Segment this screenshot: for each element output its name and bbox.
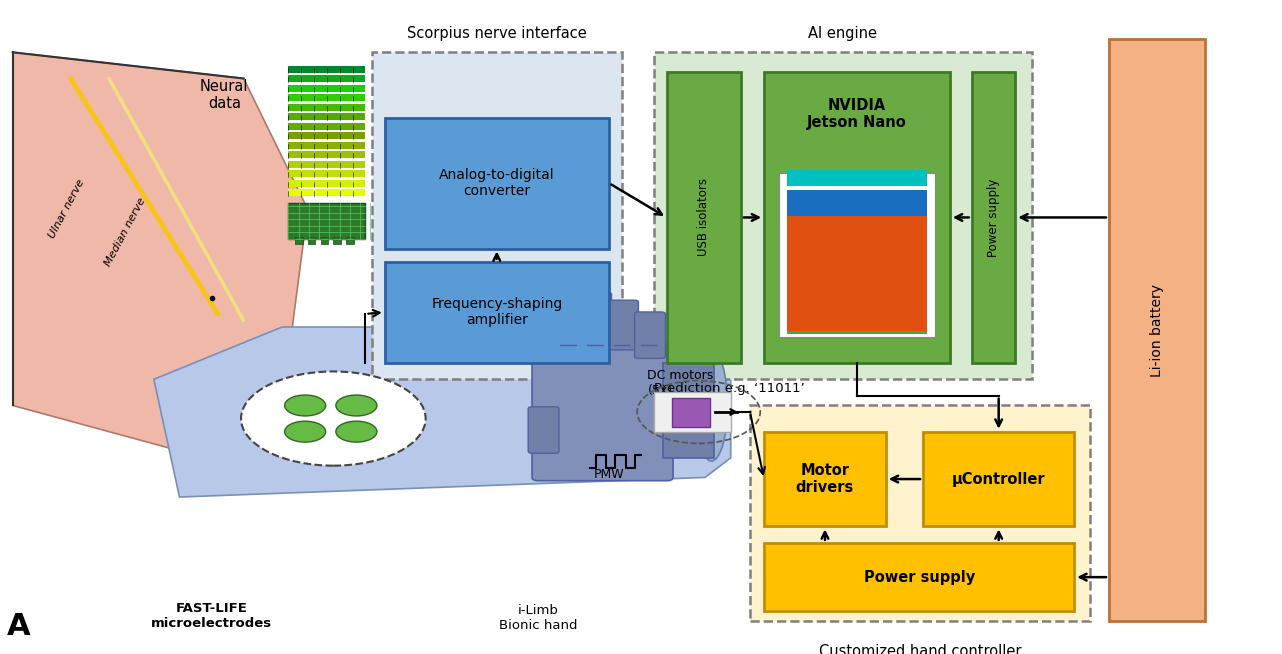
Text: Customized hand controller: Customized hand controller [819,644,1020,654]
FancyBboxPatch shape [779,173,935,337]
Text: Ulnar nerve: Ulnar nerve [47,178,86,241]
Bar [288,189,365,196]
Text: A: A [6,612,29,641]
Bar [288,123,365,129]
FancyBboxPatch shape [672,398,710,427]
Bar [288,85,365,92]
FancyBboxPatch shape [608,300,638,350]
Bar [320,237,328,244]
FancyBboxPatch shape [654,52,1032,379]
FancyBboxPatch shape [972,72,1015,363]
FancyBboxPatch shape [385,262,609,363]
FancyBboxPatch shape [635,312,665,358]
Text: Scorpius nerve interface: Scorpius nerve interface [406,26,587,41]
Bar [346,237,354,244]
Text: Neural
data: Neural data [200,78,249,111]
Bar [288,113,365,120]
FancyBboxPatch shape [667,72,741,363]
Text: Frequency-shaping
amplifier: Frequency-shaping amplifier [431,297,563,328]
Polygon shape [154,327,731,497]
Bar [288,161,365,168]
FancyBboxPatch shape [663,363,714,458]
Text: Power supply: Power supply [864,570,974,585]
FancyBboxPatch shape [787,190,927,216]
Text: NVIDIA
Jetson Nano: NVIDIA Jetson Nano [808,98,906,131]
Bar [288,180,365,187]
FancyBboxPatch shape [654,392,731,432]
Bar [288,66,365,73]
FancyBboxPatch shape [554,296,585,349]
FancyBboxPatch shape [528,407,559,453]
Circle shape [336,421,377,442]
Text: i-Limb
Bionic hand: i-Limb Bionic hand [499,604,578,632]
Text: μController: μController [951,472,1046,487]
Bar [333,237,341,244]
Text: DC motors
(5x): DC motors (5x) [647,369,714,396]
Bar [288,132,365,139]
Text: Analog-to-digital
converter: Analog-to-digital converter [438,168,555,198]
Bar [288,75,365,82]
Circle shape [336,395,377,416]
Ellipse shape [696,350,728,461]
Text: AI engine: AI engine [809,26,877,41]
Circle shape [285,421,326,442]
Circle shape [241,371,426,466]
FancyBboxPatch shape [581,292,612,345]
FancyBboxPatch shape [787,177,927,333]
FancyBboxPatch shape [372,52,622,379]
Circle shape [285,395,326,416]
Bar [288,170,365,177]
Bar [288,203,365,239]
Polygon shape [13,52,308,458]
FancyBboxPatch shape [764,432,886,526]
Bar [288,151,365,158]
FancyBboxPatch shape [787,170,927,186]
Text: Motor
drivers: Motor drivers [796,463,854,495]
Text: Median nerve: Median nerve [104,196,147,268]
FancyBboxPatch shape [385,118,609,249]
FancyBboxPatch shape [787,331,927,334]
Text: Li-ion battery: Li-ion battery [1150,284,1164,377]
Bar [288,103,365,111]
FancyBboxPatch shape [1109,39,1205,621]
Bar [308,237,315,244]
Text: Power supply: Power supply [987,179,1000,256]
FancyBboxPatch shape [923,432,1074,526]
FancyBboxPatch shape [787,216,927,333]
FancyBboxPatch shape [764,72,950,363]
FancyBboxPatch shape [750,405,1090,621]
Bar [288,94,365,101]
FancyBboxPatch shape [532,343,673,481]
Text: PMW: PMW [594,468,624,481]
Text: USB isolators: USB isolators [697,179,710,256]
FancyBboxPatch shape [795,181,919,329]
Bar [288,142,365,149]
Text: Prediction e.g. ‘11011’: Prediction e.g. ‘11011’ [654,382,805,395]
FancyBboxPatch shape [764,543,1074,611]
Text: FAST-LIFE
microelectrodes: FAST-LIFE microelectrodes [151,602,272,630]
Bar [295,237,303,244]
